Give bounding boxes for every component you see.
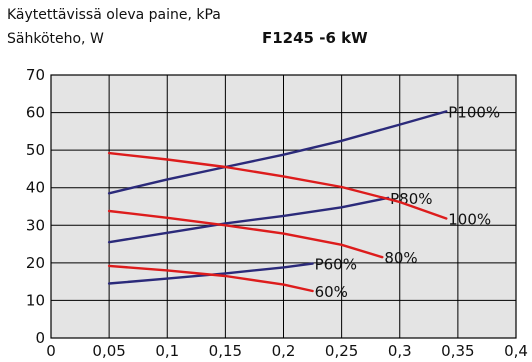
series-line-p80 [107,196,390,244]
x-tick-label: 0,4 [504,342,528,360]
series-line-100 [107,151,448,220]
x-tick-label: 0,35 [441,342,474,360]
y-tick-label: 30 [26,216,45,234]
series-label-p100: P100% [448,103,500,121]
y-tick-label: 60 [26,104,45,122]
y-axis-label-pressure: Käytettävissä oleva paine, kPa [7,7,221,23]
chart-title: F1245 -6 kW [262,29,368,47]
series-line-p60 [107,262,314,285]
series-line-p100 [107,110,448,195]
series-label-80: 80% [384,249,417,267]
plot-frame [50,74,517,339]
x-tick-label: 0,1 [155,342,179,360]
x-tick-label: 0,3 [388,342,412,360]
y-tick-label: 50 [26,141,45,159]
series-label-p60: P60% [315,256,357,274]
y-tick-label: 0 [35,329,45,347]
x-tick-label: 0,2 [272,342,296,360]
x-tick-label: 0,25 [325,342,358,360]
y-tick-label: 70 [26,66,45,84]
x-tick-label: 0,05 [92,342,125,360]
series-line-80 [107,209,384,259]
y-tick-label: 40 [26,179,45,197]
x-tick-label: 0,15 [209,342,242,360]
x-tick-label: 0 [46,342,56,360]
series-label-60: 60% [315,283,348,301]
series-label-100: 100% [448,211,491,229]
y-tick-label: 20 [26,254,45,272]
series-line-60 [107,264,314,293]
y-tick-label: 10 [26,291,45,309]
y-axis-label-power: Sähköteho, W [7,31,104,47]
